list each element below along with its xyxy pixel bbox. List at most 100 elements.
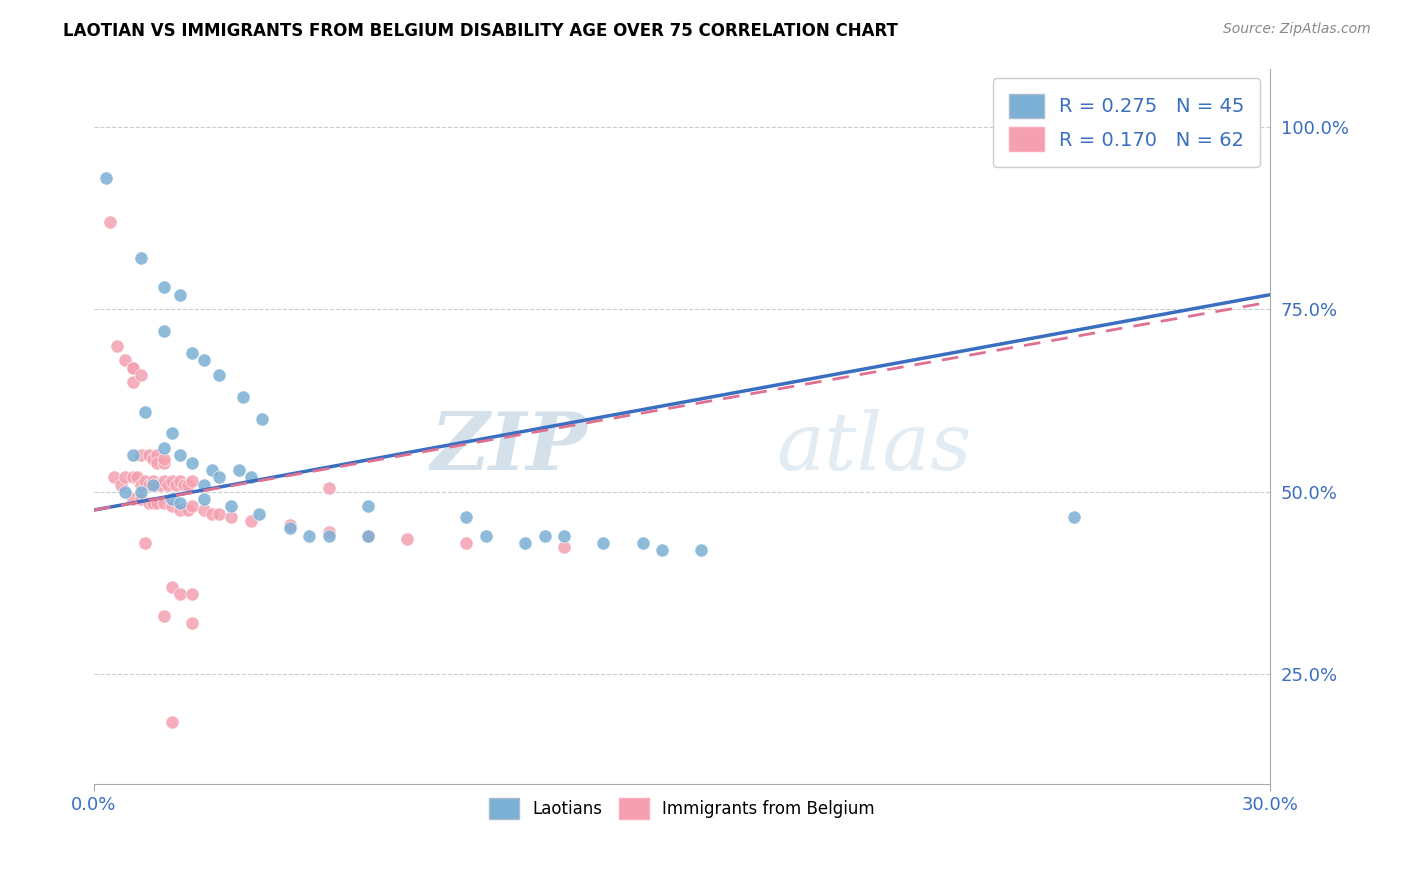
Point: [114, 470, 136, 484]
Point: [475, 528, 498, 542]
Point: [162, 474, 184, 488]
Point: [134, 404, 156, 418]
Point: [153, 280, 176, 294]
Text: LAOTIAN VS IMMIGRANTS FROM BELGIUM DISABILITY AGE OVER 75 CORRELATION CHART: LAOTIAN VS IMMIGRANTS FROM BELGIUM DISAB…: [63, 22, 898, 40]
Point: [107, 339, 129, 353]
Point: [169, 287, 191, 301]
Point: [138, 477, 160, 491]
Point: [122, 470, 145, 484]
Point: [177, 503, 200, 517]
Point: [219, 510, 242, 524]
Point: [219, 500, 242, 514]
Point: [193, 353, 215, 368]
Point: [145, 456, 167, 470]
Point: [162, 714, 184, 729]
Point: [318, 528, 340, 542]
Point: [252, 412, 274, 426]
Point: [169, 448, 191, 462]
Point: [134, 474, 156, 488]
Point: [103, 470, 125, 484]
Point: [165, 477, 187, 491]
Point: [278, 521, 301, 535]
Point: [129, 477, 152, 491]
Point: [142, 477, 165, 491]
Point: [153, 441, 176, 455]
Point: [318, 481, 340, 495]
Point: [318, 524, 340, 539]
Point: [114, 484, 136, 499]
Point: [357, 528, 380, 542]
Point: [142, 474, 165, 488]
Point: [180, 346, 202, 360]
Point: [122, 376, 145, 390]
Text: Source: ZipAtlas.com: Source: ZipAtlas.com: [1223, 22, 1371, 37]
Point: [142, 496, 165, 510]
Legend: Laotians, Immigrants from Belgium: Laotians, Immigrants from Belgium: [482, 792, 882, 825]
Point: [153, 608, 176, 623]
Point: [278, 517, 301, 532]
Point: [631, 536, 654, 550]
Point: [357, 528, 380, 542]
Point: [153, 474, 176, 488]
Point: [533, 528, 555, 542]
Point: [122, 448, 145, 462]
Point: [122, 360, 145, 375]
Point: [180, 456, 202, 470]
Point: [94, 171, 117, 186]
Point: [553, 540, 575, 554]
Point: [239, 470, 262, 484]
Point: [208, 507, 231, 521]
Point: [129, 368, 152, 382]
Point: [157, 477, 180, 491]
Point: [1180, 123, 1202, 137]
Point: [180, 616, 202, 631]
Point: [134, 536, 156, 550]
Point: [169, 496, 191, 510]
Point: [162, 492, 184, 507]
Point: [169, 474, 191, 488]
Point: [208, 368, 231, 382]
Point: [129, 492, 152, 507]
Point: [142, 452, 165, 467]
Point: [232, 390, 254, 404]
Point: [145, 496, 167, 510]
Point: [513, 536, 536, 550]
Point: [138, 448, 160, 462]
Point: [162, 500, 184, 514]
Text: ZIP: ZIP: [430, 409, 588, 486]
Point: [162, 580, 184, 594]
Point: [177, 477, 200, 491]
Point: [153, 456, 176, 470]
Point: [651, 543, 673, 558]
Point: [592, 536, 614, 550]
Point: [110, 477, 132, 491]
Point: [169, 503, 191, 517]
Point: [228, 463, 250, 477]
Point: [149, 477, 172, 491]
Point: [129, 484, 152, 499]
Point: [200, 463, 222, 477]
Point: [125, 470, 148, 484]
Point: [114, 353, 136, 368]
Point: [200, 507, 222, 521]
Point: [193, 503, 215, 517]
Point: [193, 477, 215, 491]
Point: [129, 448, 152, 462]
Point: [1063, 510, 1085, 524]
Point: [145, 448, 167, 462]
Point: [357, 500, 380, 514]
Point: [456, 536, 478, 550]
Point: [129, 252, 152, 266]
Point: [122, 360, 145, 375]
Point: [153, 452, 176, 467]
Point: [153, 496, 176, 510]
Point: [162, 426, 184, 441]
Point: [553, 528, 575, 542]
Point: [298, 528, 321, 542]
Point: [456, 510, 478, 524]
Point: [180, 587, 202, 601]
Point: [169, 587, 191, 601]
Point: [239, 514, 262, 528]
Point: [180, 474, 202, 488]
Point: [122, 492, 145, 507]
